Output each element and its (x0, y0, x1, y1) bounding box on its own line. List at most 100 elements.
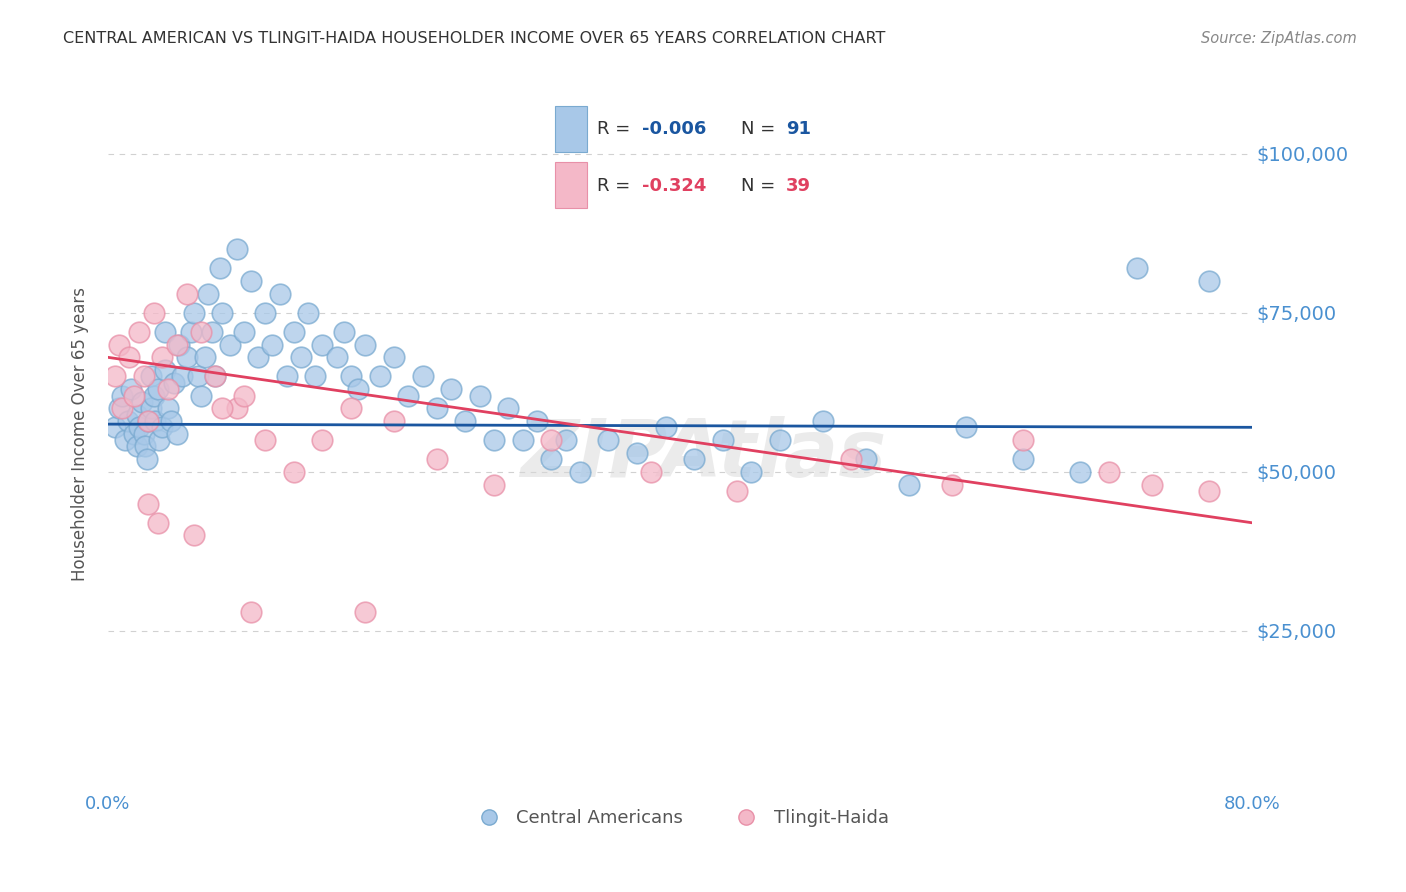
Point (114, 433, 136, 447)
Point (1012, 433, 1035, 447)
Point (568, 465, 591, 479)
Point (725, 483, 748, 498)
Point (169, 337, 191, 351)
Point (276, 369, 298, 384)
Text: CENTRAL AMERICAN VS TLINGIT-HAIDA HOUSEHOLDER INCOME OVER 65 YEARS CORRELATION C: CENTRAL AMERICAN VS TLINGIT-HAIDA HOUSEH… (63, 31, 886, 46)
Point (134, 439, 156, 453)
Point (740, 465, 762, 479)
Point (150, 351, 173, 365)
Point (201, 325, 224, 339)
Point (1198, 274, 1220, 288)
Point (136, 497, 159, 511)
Point (136, 414, 159, 428)
Point (1098, 465, 1121, 479)
Point (269, 286, 291, 301)
Point (153, 325, 176, 339)
Point (125, 439, 148, 453)
Point (125, 408, 148, 422)
Point (598, 433, 620, 447)
Point (382, 351, 405, 365)
Point (396, 388, 419, 402)
Point (769, 433, 792, 447)
Point (160, 414, 183, 428)
Point (711, 433, 734, 447)
Point (498, 401, 520, 416)
Point (540, 452, 562, 467)
Point (897, 477, 920, 491)
Point (132, 426, 155, 441)
Point (354, 337, 377, 351)
Text: ZIPAtlas: ZIPAtlas (520, 416, 886, 494)
Point (122, 426, 145, 441)
Point (146, 516, 169, 530)
Point (311, 433, 333, 447)
Point (194, 351, 217, 365)
Point (166, 426, 188, 441)
Point (482, 433, 505, 447)
Point (190, 388, 212, 402)
Y-axis label: Householder Income Over 65 years: Householder Income Over 65 years (72, 286, 89, 581)
Point (811, 414, 834, 428)
Point (157, 382, 180, 396)
Point (955, 420, 977, 434)
Point (153, 363, 176, 377)
Point (139, 369, 162, 384)
Point (139, 401, 162, 416)
Point (304, 369, 326, 384)
Point (218, 337, 240, 351)
Point (118, 351, 141, 365)
Point (554, 433, 576, 447)
Point (526, 414, 548, 428)
Text: Source: ZipAtlas.com: Source: ZipAtlas.com (1201, 31, 1357, 46)
Point (368, 369, 391, 384)
Point (283, 465, 305, 479)
Point (297, 306, 319, 320)
Point (347, 382, 370, 396)
Point (163, 376, 186, 390)
Point (239, 605, 262, 619)
Point (232, 388, 254, 402)
Point (239, 274, 262, 288)
Point (176, 286, 198, 301)
Point (166, 337, 188, 351)
Point (1198, 483, 1220, 498)
Point (148, 433, 170, 447)
Point (187, 369, 209, 384)
Point (412, 369, 434, 384)
Legend: Central Americans, Tlingit-Haida: Central Americans, Tlingit-Haida (464, 802, 896, 834)
Point (111, 388, 134, 402)
Point (512, 433, 534, 447)
Point (157, 401, 180, 416)
Point (135, 452, 157, 467)
Point (382, 414, 405, 428)
Point (183, 306, 205, 320)
Point (190, 325, 212, 339)
Point (136, 414, 159, 428)
Point (290, 351, 312, 365)
Point (111, 401, 134, 416)
Point (254, 306, 277, 320)
Point (683, 452, 706, 467)
Point (146, 382, 169, 396)
Point (426, 401, 449, 416)
Point (1012, 452, 1035, 467)
Point (104, 369, 127, 384)
Point (311, 337, 333, 351)
Point (180, 325, 202, 339)
Point (131, 395, 153, 409)
Point (132, 369, 155, 384)
Point (108, 337, 131, 351)
Point (841, 452, 863, 467)
Point (540, 433, 562, 447)
Point (1140, 477, 1163, 491)
Point (211, 401, 233, 416)
Point (142, 388, 165, 402)
Point (232, 325, 254, 339)
Point (128, 325, 150, 339)
Point (122, 388, 145, 402)
Point (150, 420, 173, 434)
Point (225, 401, 247, 416)
Point (262, 337, 284, 351)
Point (468, 388, 491, 402)
Point (172, 369, 194, 384)
